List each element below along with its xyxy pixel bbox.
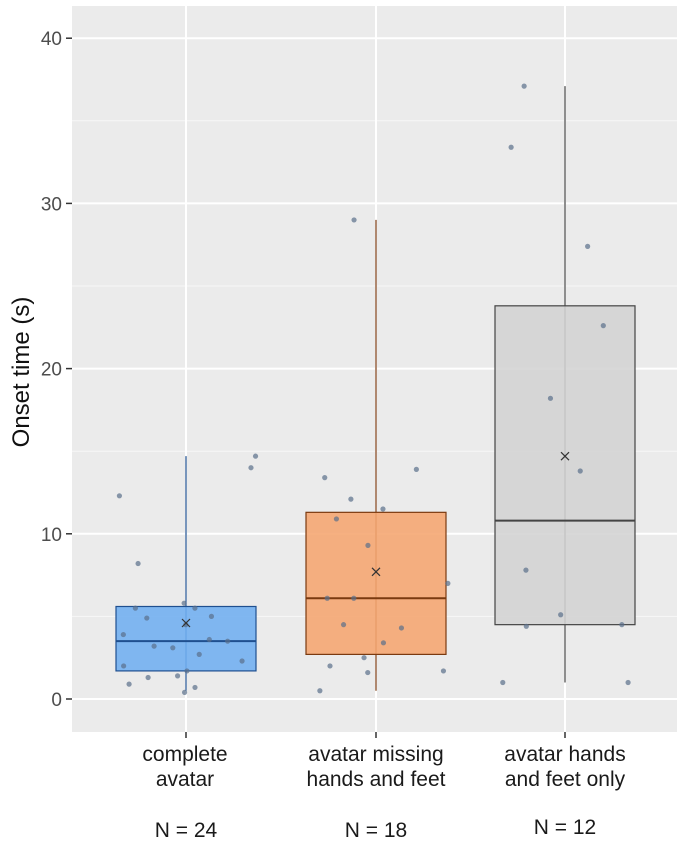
data-point (192, 684, 198, 691)
data-point (120, 631, 126, 638)
iqr-box (115, 605, 257, 672)
data-point (351, 595, 357, 601)
n-label-avatar-missing-hands-and-feet: N = 18 (344, 819, 408, 842)
data-point (619, 622, 625, 628)
y-axis-ticks: 0 10 20 30 40 (41, 29, 566, 738)
data-point (225, 638, 231, 644)
y-tick-label: 40 (41, 29, 62, 50)
data-point (151, 643, 157, 649)
data-point (351, 217, 357, 223)
data-point (132, 605, 138, 611)
data-point (144, 615, 150, 621)
data-point (380, 640, 387, 646)
n-label-avatar-hands-and-feet-only: N = 12 (533, 816, 597, 839)
data-point (239, 658, 245, 664)
iqr-box (305, 511, 447, 655)
data-point (206, 636, 212, 643)
data-point (625, 679, 631, 686)
data-point (521, 83, 527, 89)
y-axis-title-text: Onset time (s) (8, 296, 35, 448)
y-tick-label: 30 (41, 194, 62, 215)
data-point (361, 655, 367, 661)
data-point (600, 323, 606, 329)
data-point (126, 681, 132, 687)
data-point (523, 623, 529, 629)
data-point (585, 243, 591, 249)
data-point (547, 395, 554, 401)
y-tick-label: 20 (41, 360, 62, 381)
data-point (445, 580, 451, 586)
data-point (208, 613, 215, 620)
data-point (145, 674, 151, 681)
data-point (523, 567, 529, 573)
data-point (184, 668, 190, 674)
data-point (192, 605, 198, 611)
data-point (174, 673, 181, 679)
data-point (135, 560, 141, 567)
data-point (196, 651, 202, 657)
data-point (181, 600, 187, 606)
mean-marker (560, 451, 570, 461)
data-point (413, 466, 419, 472)
data-point (500, 679, 506, 686)
data-point (170, 645, 176, 651)
data-point (398, 625, 405, 631)
data-point (317, 688, 323, 694)
data-point (116, 493, 123, 499)
data-point (248, 465, 254, 471)
data-point (577, 468, 583, 474)
boxes (115, 83, 636, 695)
data-point (333, 516, 340, 522)
mean-marker (181, 618, 191, 628)
box-group-3 (494, 83, 636, 686)
n-label-complete-avatar: N = 24 (154, 819, 218, 842)
data-point (324, 595, 330, 601)
data-point (252, 453, 259, 459)
data-point (327, 663, 333, 669)
iqr-box (494, 305, 636, 626)
x-tick-label-avatar-missing-hands-and-feet: avatar missing hands and feet (306, 743, 446, 791)
data-point (508, 144, 514, 150)
data-point (365, 669, 371, 676)
data-point (380, 506, 386, 512)
data-point (181, 689, 188, 695)
y-tick-label: 0 (51, 690, 62, 711)
mean-marker (371, 567, 381, 577)
data-point (365, 542, 371, 548)
y-tick-label: 10 (41, 525, 62, 546)
box-group-1 (115, 453, 259, 695)
data-point (558, 612, 564, 618)
x-tick-label-complete-avatar: complete avatar (142, 743, 228, 791)
data-point (440, 668, 447, 674)
data-point (348, 496, 354, 502)
data-point (322, 475, 328, 481)
x-tick-label-avatar-hands-and-feet-only: avatar hands and feet only (504, 743, 626, 791)
data-point (340, 622, 347, 628)
data-point (121, 663, 127, 669)
box-group-2 (305, 217, 451, 694)
